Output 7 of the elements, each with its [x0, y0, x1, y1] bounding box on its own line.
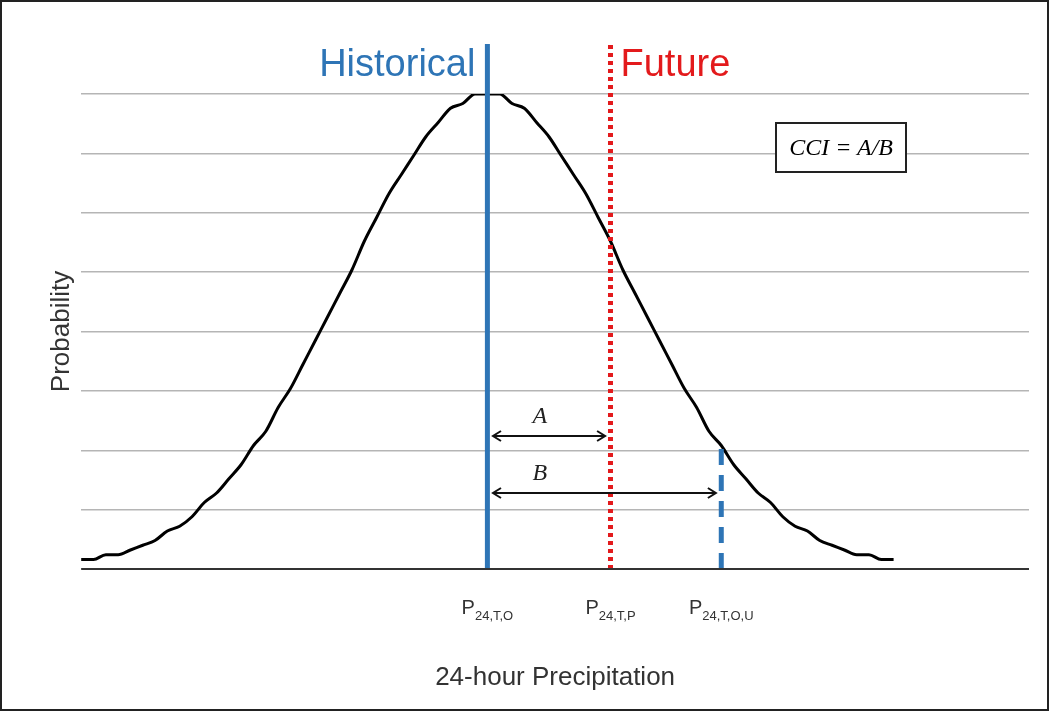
annotation: CCI = A/B	[775, 122, 907, 173]
y-axis-title: Probability	[44, 270, 75, 393]
annotation: B	[532, 459, 548, 486]
ref-line-label: Future	[620, 42, 731, 84]
ref-line-label: Historical	[319, 42, 476, 84]
x-axis-title: 24-hour Precipitation	[435, 660, 676, 691]
annotation: A	[532, 402, 548, 429]
